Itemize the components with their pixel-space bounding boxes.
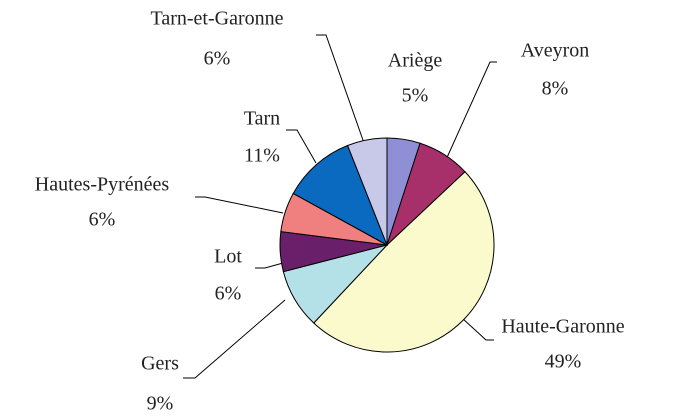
slice-label: Haute-Garonne — [501, 316, 624, 338]
pie-slice — [292, 144, 388, 247]
slice-label: Tarn-et-Garonne — [151, 8, 284, 30]
slice-label: Tarn — [244, 108, 280, 130]
leader-line — [286, 129, 317, 164]
slice-value: 6% — [215, 283, 242, 305]
slice-label: Aveyron — [521, 40, 590, 62]
leader-line — [461, 317, 494, 341]
slice-label: Ariège — [388, 50, 443, 72]
slice-value: 5% — [402, 85, 429, 107]
pie-slice — [313, 171, 495, 353]
slice-label: Gers — [141, 353, 179, 375]
leader-line — [183, 299, 286, 379]
slice-value: 8% — [542, 78, 569, 100]
slice-value: 49% — [545, 351, 582, 373]
slice-value: 6% — [204, 48, 231, 70]
leader-line — [316, 34, 365, 144]
leader-line — [195, 196, 284, 214]
slice-label: Hautes-Pyrénées — [35, 174, 170, 196]
slice-value: 11% — [244, 145, 280, 167]
leader-line — [255, 262, 284, 269]
slice-value: 9% — [147, 393, 174, 415]
pie-slice — [346, 137, 388, 246]
slice-label: Lot — [214, 246, 242, 268]
leader-line — [444, 61, 497, 163]
slice-value: 6% — [89, 209, 116, 231]
